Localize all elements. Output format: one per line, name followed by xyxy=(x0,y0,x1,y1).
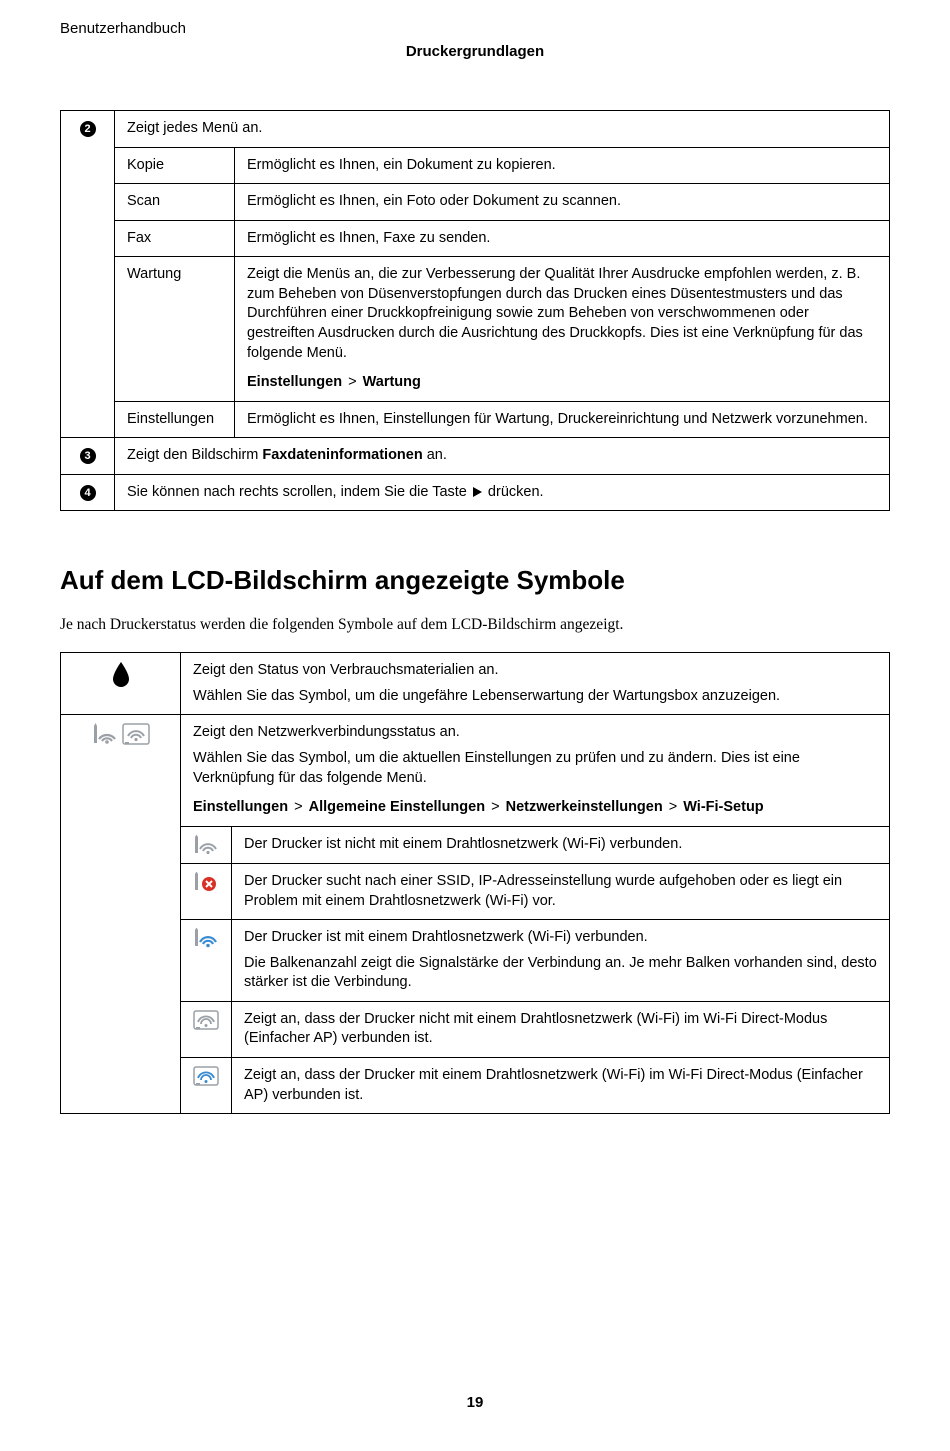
network-desc: Zeigt den Netzwerkverbindungsstatus an. … xyxy=(181,715,890,826)
path-step: Netzwerkeinstellungen xyxy=(506,799,663,815)
row-number-cell: 3 xyxy=(61,438,115,475)
menu-label: Einstellungen xyxy=(115,401,235,438)
network-icon-cell xyxy=(61,715,181,1114)
wifi-direct-off-icon xyxy=(193,1010,219,1030)
symbols-intro: Je nach Druckerstatus werden die folgend… xyxy=(60,616,890,634)
wartung-path: Einstellungen > Wartung xyxy=(247,373,877,393)
wifi-error-icon xyxy=(194,872,218,892)
scroll-text: Sie können nach rechts scrollen, indem S… xyxy=(115,474,890,511)
table-row: Kopie Ermöglicht es Ihnen, ein Dokument … xyxy=(61,147,890,184)
path-step: Wartung xyxy=(363,374,421,390)
menu-label: Wartung xyxy=(115,257,235,401)
menu-desc: Zeigt die Menüs an, die zur Verbesserung… xyxy=(235,257,890,401)
numbered-badge-4: 4 xyxy=(80,485,96,501)
wifi-on-desc: Der Drucker ist mit einem Drahtlosnetzwe… xyxy=(232,920,890,1002)
table-row: Zeigt an, dass der Drucker nicht mit ein… xyxy=(61,1001,890,1057)
path-step: Einstellungen xyxy=(247,374,342,390)
wifi-off-icon-cell xyxy=(181,826,232,863)
table-row: Einstellungen Ermöglicht es Ihnen, Einst… xyxy=(61,401,890,438)
text: Die Balkenanzahl zeigt die Signalstärke … xyxy=(244,954,877,993)
wifi-direct-off-desc: Zeigt an, dass der Drucker nicht mit ein… xyxy=(232,1001,890,1057)
path-step: Allgemeine Einstellungen xyxy=(309,799,485,815)
numbered-badge-2: 2 xyxy=(80,121,96,137)
numbered-badge-3: 3 xyxy=(80,448,96,464)
text: Zeigt den Status von Verbrauchsmateriali… xyxy=(193,661,877,681)
menu-label: Fax xyxy=(115,220,235,257)
wifi-direct-on-desc: Zeigt an, dass der Drucker mit einem Dra… xyxy=(232,1058,890,1114)
text: an. xyxy=(423,447,447,463)
section-title: Druckergrundlagen xyxy=(60,43,890,60)
menu-desc: Ermöglicht es Ihnen, ein Dokument zu kop… xyxy=(235,147,890,184)
page-number: 19 xyxy=(60,1394,890,1411)
wifi-on-icon xyxy=(194,928,218,948)
text: Zeigt den Bildschirm xyxy=(127,447,262,463)
symbols-table: Zeigt den Status von Verbrauchsmateriali… xyxy=(60,652,890,1114)
table-row: 3 Zeigt den Bildschirm Faxdateninformati… xyxy=(61,438,890,475)
text: Zeigt den Netzwerkverbindungsstatus an. xyxy=(193,723,877,743)
menu-desc: Ermöglicht es Ihnen, ein Foto oder Dokum… xyxy=(235,184,890,221)
table-row: Der Drucker sucht nach einer SSID, IP-Ad… xyxy=(61,864,890,920)
symbols-heading: Auf dem LCD-Bildschirm angezeigte Symbol… xyxy=(60,565,890,596)
path-step: Einstellungen xyxy=(193,799,288,815)
wifi-error-icon-cell xyxy=(181,864,232,920)
menu-desc: Ermöglicht es Ihnen, Faxe zu senden. xyxy=(235,220,890,257)
table-row: Zeigt an, dass der Drucker mit einem Dra… xyxy=(61,1058,890,1114)
ink-desc: Zeigt den Status von Verbrauchsmateriali… xyxy=(181,653,890,715)
wifi-direct-on-icon xyxy=(193,1066,219,1086)
wifi-on-icon-cell xyxy=(181,920,232,1002)
text: Wählen Sie das Symbol, um die ungefähre … xyxy=(193,687,877,707)
ink-drop-icon-cell xyxy=(61,653,181,715)
wifi-off-icon xyxy=(194,835,218,855)
row-header: Zeigt jedes Menü an. xyxy=(115,111,890,148)
text: drücken. xyxy=(484,484,544,500)
table-row: Zeigt den Status von Verbrauchsmateriali… xyxy=(61,653,890,715)
network-path: Einstellungen > Allgemeine Einstellungen… xyxy=(193,798,877,818)
table-row: Scan Ermöglicht es Ihnen, ein Foto oder … xyxy=(61,184,890,221)
table-row: 2 Zeigt jedes Menü an. xyxy=(61,111,890,148)
table-row: Wartung Zeigt die Menüs an, die zur Verb… xyxy=(61,257,890,401)
right-triangle-icon xyxy=(473,487,482,497)
wifi-direct-off-icon-cell xyxy=(181,1001,232,1057)
wartung-desc-text: Zeigt die Menüs an, die zur Verbesserung… xyxy=(247,265,877,363)
text: Wählen Sie das Symbol, um die aktuellen … xyxy=(193,749,877,788)
table-row: Fax Ermöglicht es Ihnen, Faxe zu senden. xyxy=(61,220,890,257)
wifi-off-desc: Der Drucker ist nicht mit einem Drahtlos… xyxy=(232,826,890,863)
row-number-cell: 2 xyxy=(61,111,115,438)
wifi-error-desc: Der Drucker sucht nach einer SSID, IP-Ad… xyxy=(232,864,890,920)
path-step: Wi-Fi-Setup xyxy=(683,799,763,815)
menu-description-table: 2 Zeigt jedes Menü an. Kopie Ermöglicht … xyxy=(60,110,890,511)
table-row: Zeigt den Netzwerkverbindungsstatus an. … xyxy=(61,715,890,826)
table-row: Der Drucker ist mit einem Drahtlosnetzwe… xyxy=(61,920,890,1002)
text: Sie können nach rechts scrollen, indem S… xyxy=(127,484,471,500)
table-row: 4 Sie können nach rechts scrollen, indem… xyxy=(61,474,890,511)
ink-drop-icon xyxy=(110,661,132,689)
wifi-tower-gray-icon xyxy=(92,723,118,745)
menu-label: Scan xyxy=(115,184,235,221)
table-row: Der Drucker ist nicht mit einem Drahtlos… xyxy=(61,826,890,863)
menu-label: Kopie xyxy=(115,147,235,184)
wifi-direct-on-icon-cell xyxy=(181,1058,232,1114)
wifi-direct-gray-icon xyxy=(122,723,150,745)
manual-title: Benutzerhandbuch xyxy=(60,20,890,37)
fax-info-text: Zeigt den Bildschirm Faxdateninformation… xyxy=(115,438,890,475)
text: Der Drucker ist mit einem Drahtlosnetzwe… xyxy=(244,928,877,948)
menu-desc: Ermöglicht es Ihnen, Einstellungen für W… xyxy=(235,401,890,438)
text-bold: Faxdateninformationen xyxy=(262,447,422,463)
row-number-cell: 4 xyxy=(61,474,115,511)
